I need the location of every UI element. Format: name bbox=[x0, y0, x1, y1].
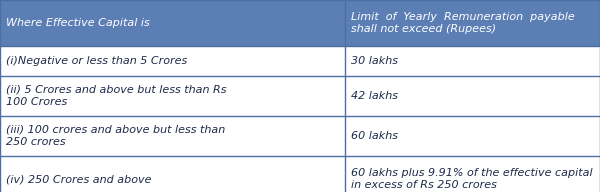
Bar bbox=[0, 0, 345, 46]
Text: (iv) 250 Crores and above: (iv) 250 Crores and above bbox=[6, 174, 151, 184]
Text: Limit  of  Yearly  Remuneration  payable
shall not exceed (Rupees): Limit of Yearly Remuneration payable sha… bbox=[351, 12, 575, 34]
Bar bbox=[345, 0, 600, 46]
Bar bbox=[0, 116, 600, 156]
Bar bbox=[0, 156, 600, 192]
Bar bbox=[0, 76, 600, 116]
Text: 60 lakhs: 60 lakhs bbox=[351, 131, 398, 141]
Text: 30 lakhs: 30 lakhs bbox=[351, 56, 398, 66]
Text: (iii) 100 crores and above but less than: (iii) 100 crores and above but less than bbox=[6, 125, 225, 135]
Text: (ii) 5 Crores and above but less than Rs: (ii) 5 Crores and above but less than Rs bbox=[6, 85, 227, 95]
Text: Where Effective Capital is: Where Effective Capital is bbox=[6, 18, 150, 28]
Text: 250 crores: 250 crores bbox=[6, 137, 65, 147]
Text: (i)Negative or less than 5 Crores: (i)Negative or less than 5 Crores bbox=[6, 56, 187, 66]
Text: in excess of Rs 250 crores: in excess of Rs 250 crores bbox=[351, 180, 497, 190]
Text: 60 lakhs plus 9.91% of the effective capital: 60 lakhs plus 9.91% of the effective cap… bbox=[351, 168, 593, 178]
Bar bbox=[0, 46, 600, 76]
Text: 100 Crores: 100 Crores bbox=[6, 97, 67, 107]
Text: 42 lakhs: 42 lakhs bbox=[351, 91, 398, 101]
